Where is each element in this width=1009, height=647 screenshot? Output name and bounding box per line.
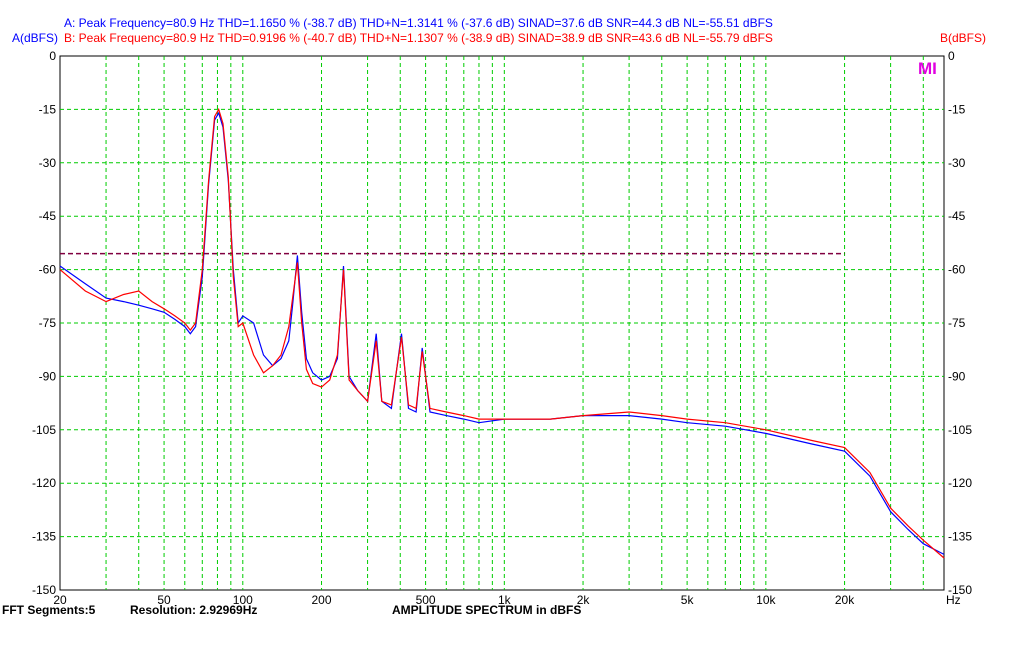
- resolution-label: Resolution: 2.92969Hz: [130, 603, 257, 617]
- y-tick-label-left: -120: [32, 476, 56, 490]
- header-stats-a: A: Peak Frequency=80.9 Hz THD=1.1650 % (…: [64, 16, 773, 30]
- y-ticks-right: 0 -15 -30 -45 -60 -75 -90 -105 -120 -135 -150: [948, 49, 972, 597]
- x-tick-label: 1k: [498, 593, 512, 607]
- x-tick-label: 2k: [577, 593, 591, 607]
- series-group: [59, 107, 945, 559]
- x-tick-label: 5k: [681, 593, 695, 607]
- y-tick-label-left: -60: [39, 263, 57, 277]
- plot-area: 0 -15 -30 -45 -60 -75 -90 -105 -120 -135 -150 0 -15…: [32, 49, 972, 607]
- x-unit-label: Hz: [946, 593, 961, 607]
- y-tick-label-left: -150: [32, 583, 56, 597]
- y-tick-label-right: -75: [948, 316, 966, 330]
- y-tick-label-left: -30: [39, 156, 57, 170]
- y-tick-label-right: -45: [948, 209, 966, 223]
- x-tick-label: 200: [312, 593, 332, 607]
- y-tick-label-right: -90: [948, 369, 966, 383]
- y-tick-label-left: -105: [32, 423, 56, 437]
- y-tick-label-left: -75: [39, 316, 57, 330]
- y-tick-label-right: 0: [948, 49, 955, 63]
- header-stats-b: B: Peak Frequency=80.9 Hz THD=0.9196 % (…: [64, 31, 773, 45]
- chart-title: AMPLITUDE SPECTRUM in dBFS: [392, 603, 581, 617]
- y-tick-label-left: -45: [39, 209, 57, 223]
- x-ticks: 20 50 100 200 500 1k 2k 5k 10k 20k: [53, 593, 855, 607]
- x-tick-label: 10k: [756, 593, 776, 607]
- left-axis-label: A(dBFS): [12, 31, 58, 45]
- y-tick-label-left: -135: [32, 530, 56, 544]
- y-tick-label-right: -120: [948, 476, 972, 490]
- y-tick-label-right: -30: [948, 156, 966, 170]
- fft-segments-label: FFT Segments:5: [2, 603, 96, 617]
- y-tick-label-right: -60: [948, 263, 966, 277]
- x-tick-label: 50: [157, 593, 171, 607]
- y-tick-label-right: -15: [948, 102, 966, 116]
- right-axis-label: B(dBFS): [940, 31, 986, 45]
- x-tick-label: 20: [53, 593, 67, 607]
- y-tick-label-left: -15: [39, 102, 57, 116]
- y-tick-label-left: -90: [39, 369, 57, 383]
- y-tick-label-right: -105: [948, 423, 972, 437]
- y-tick-label-right: -150: [948, 583, 972, 597]
- x-tick-label: 500: [416, 593, 436, 607]
- x-tick-label: 20k: [835, 593, 855, 607]
- series-line-b: [59, 107, 945, 559]
- y-tick-label-right: -135: [948, 530, 972, 544]
- logo: MI: [918, 59, 937, 78]
- grid: [60, 56, 944, 590]
- y-tick-label-left: 0: [49, 49, 56, 63]
- y-ticks-left: 0 -15 -30 -45 -60 -75 -90 -105 -120 -135 -150: [32, 49, 56, 597]
- x-tick-label: 100: [233, 593, 253, 607]
